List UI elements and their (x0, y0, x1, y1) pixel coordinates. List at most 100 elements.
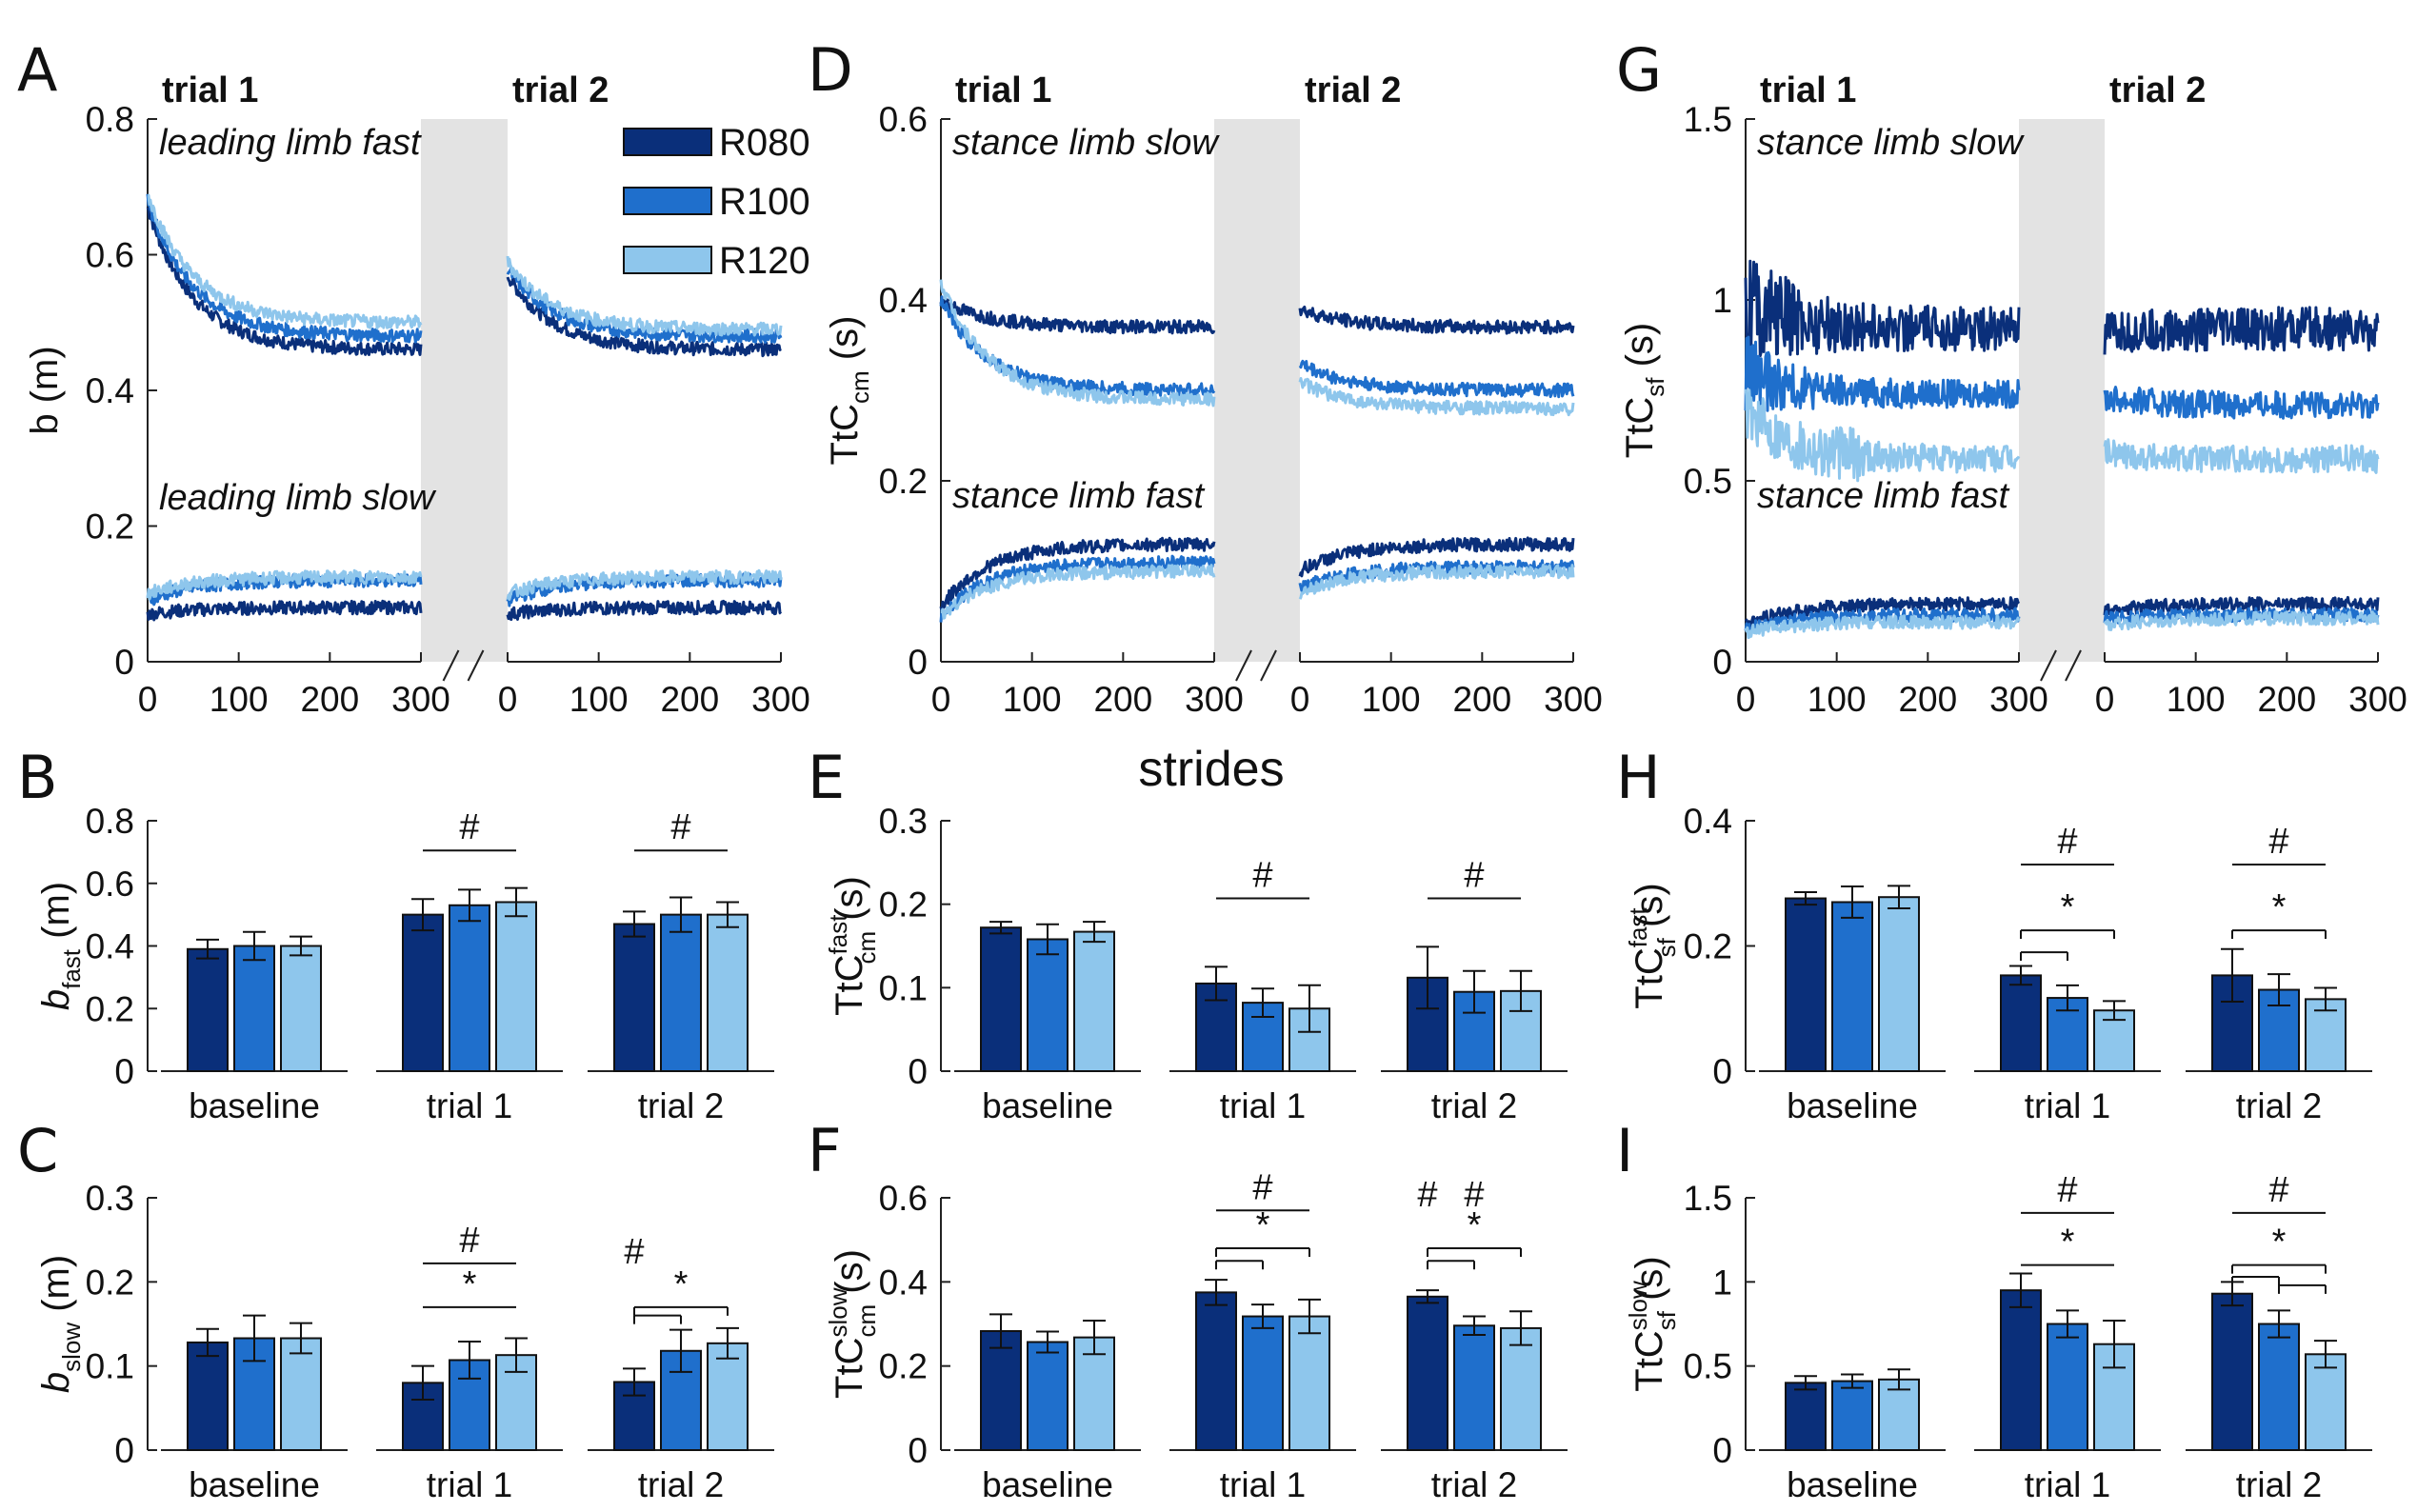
category-label: baseline (1787, 1465, 1918, 1504)
y-tick-label: 1 (1712, 1263, 1732, 1302)
y-label-sub: cm (846, 370, 874, 404)
trial-title: trial 2 (512, 70, 609, 110)
bar-R100 (2047, 997, 2088, 1073)
series-trace-R120 (2103, 610, 2380, 631)
y-tick-label: 0.2 (86, 507, 134, 547)
y-tick-label: 0.8 (86, 100, 134, 139)
y-label-main: TtC (829, 1338, 870, 1399)
y-label-unit: (s) (824, 316, 866, 371)
bar-R100 (449, 904, 490, 1073)
legend-swatch-R120 (623, 246, 712, 274)
series-trace-R120 (506, 568, 783, 601)
panel-letter: G (1616, 35, 1662, 105)
axis-break-mark (442, 649, 460, 682)
y-tick-label: 0.1 (86, 1347, 134, 1386)
bar-R080 (2000, 1289, 2042, 1451)
legend-swatch-R080 (623, 128, 712, 156)
y-tick-label: 0 (114, 643, 134, 682)
category-label: baseline (1787, 1086, 1918, 1125)
y-label-main: TtC (824, 404, 866, 465)
trial-title: trial 1 (162, 70, 258, 110)
series-trace-R100 (2103, 386, 2380, 420)
category-label: trial 2 (1431, 1465, 1517, 1504)
panel-letter: H (1616, 743, 1661, 812)
x-tick-label: 0 (2095, 680, 2115, 719)
panel-letter: C (17, 1116, 58, 1185)
legend-swatch-R100 (623, 187, 712, 215)
y-label-sup: fast (1624, 907, 1652, 948)
significance-mark: # (2268, 822, 2288, 862)
trial-title: trial 1 (1760, 70, 1856, 110)
axis-break-mark (467, 649, 485, 682)
y-tick-label: 0 (908, 1052, 928, 1091)
significance-mark: # (624, 1232, 644, 1272)
panel-letter: B (17, 743, 58, 812)
annotation-upper: stance limb slow (952, 123, 1220, 163)
series-trace-R080 (506, 599, 783, 622)
x-tick-label: 0 (138, 680, 158, 719)
y-label-unit: (s) (1628, 1256, 1670, 1311)
bar-R120 (1500, 1326, 1542, 1451)
y-label-main: b (35, 1372, 77, 1393)
y-label-sub: sf (1652, 937, 1681, 957)
bar-R100 (1831, 1380, 1873, 1451)
trial-title: trial 2 (2109, 70, 2206, 110)
y-axis-label: bslow (m) (35, 1255, 86, 1393)
y-label-sup: slow (1624, 1281, 1652, 1330)
category-label: trial 1 (2025, 1465, 2110, 1504)
category-label: trial 2 (638, 1465, 724, 1504)
bar-R120 (495, 901, 537, 1072)
x-tick-label: 300 (391, 680, 450, 719)
y-label-unit: (m) (35, 882, 77, 949)
panel-letter: A (17, 35, 57, 105)
y-tick-label: 0.2 (879, 1347, 928, 1386)
y-tick-label: 0.6 (879, 1179, 928, 1218)
y-axis-label: TtCslowcm (s) (824, 1249, 881, 1399)
y-tick-label: 1 (1712, 281, 1732, 320)
significance-mark: * (1468, 1205, 1482, 1245)
series-trace-R120 (146, 568, 423, 601)
y-label-main: b (35, 989, 77, 1010)
series-trace-R080 (1298, 536, 1575, 578)
annotation-upper: leading limb fast (159, 123, 422, 163)
bar-R080 (1785, 897, 1827, 1073)
y-tick-label: 0.6 (86, 865, 134, 904)
x-tick-label: 200 (300, 680, 359, 719)
y-axis-label: TtCfastcm (s) (824, 876, 881, 1016)
series-trace-R080 (2103, 595, 2380, 616)
y-axis-label: b (m) (24, 346, 66, 434)
category-label: trial 2 (1431, 1086, 1517, 1125)
y-axis-label: TtCslowsf (s) (1624, 1256, 1681, 1391)
y-tick-label: 0.2 (879, 462, 928, 501)
bar-R100 (1831, 901, 1873, 1072)
bar-R120 (1288, 1315, 1330, 1452)
x-tick-label: 300 (2348, 680, 2407, 719)
x-tick-label: 0 (1290, 680, 1310, 719)
y-tick-label: 0.2 (879, 885, 928, 925)
x-tick-label: 200 (1898, 680, 1957, 719)
panel-letter: I (1616, 1116, 1633, 1185)
significance-mark: # (1252, 856, 1272, 896)
bar-R120 (1878, 896, 1920, 1073)
y-label-main: b (m) (24, 346, 66, 434)
x-tick-label: 100 (569, 680, 629, 719)
y-axis-label: TtCsf (s) (1619, 323, 1669, 458)
category-label: trial 1 (2025, 1086, 2110, 1125)
significance-mark: # (1252, 1167, 1272, 1207)
significance-mark: # (1417, 1175, 1437, 1215)
trial-title: trial 1 (955, 70, 1051, 110)
y-tick-label: 1.5 (1684, 1179, 1732, 1218)
bar-R080 (2211, 1292, 2253, 1451)
y-tick-label: 0.2 (86, 989, 134, 1028)
series-trace-R080 (1744, 259, 2021, 365)
trial-gap-band (2019, 119, 2105, 662)
y-tick-label: 1.5 (1684, 100, 1732, 139)
bar-R100 (660, 913, 702, 1072)
series-trace-R080 (1744, 596, 2021, 628)
bar-R100 (2047, 1323, 2088, 1451)
trial-gap-band (421, 119, 508, 662)
series-trace-R120 (506, 255, 783, 337)
y-tick-label: 0.4 (879, 281, 928, 320)
category-label: baseline (982, 1465, 1113, 1504)
significance-mark: # (1464, 1175, 1484, 1215)
